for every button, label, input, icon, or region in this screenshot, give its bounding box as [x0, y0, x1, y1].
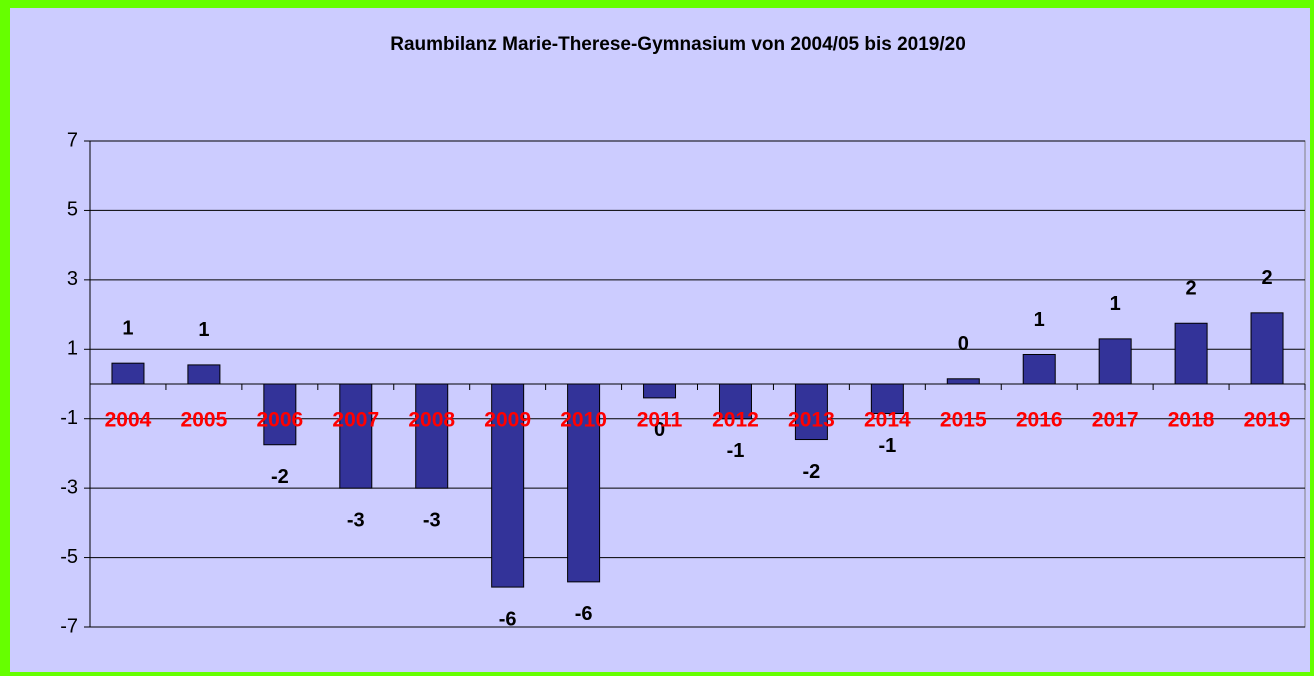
value-label: -6	[575, 603, 593, 625]
x-tick-label: 2018	[1168, 409, 1215, 432]
bar	[794, 383, 828, 441]
bar	[643, 383, 677, 399]
value-label: -2	[271, 466, 289, 488]
y-tick-label: -3	[60, 476, 78, 498]
bar	[946, 378, 980, 385]
bar	[1250, 312, 1284, 385]
value-label: 1	[1110, 293, 1121, 315]
value-label: 2	[1186, 278, 1197, 300]
value-label: -1	[727, 440, 745, 462]
x-tick-label: 2004	[105, 409, 152, 432]
x-tick-label: 2012	[712, 409, 759, 432]
x-tick-label: 2013	[788, 409, 835, 432]
bar	[870, 383, 904, 415]
value-label: 0	[654, 419, 665, 441]
x-tick-label: 2008	[408, 409, 455, 432]
value-label: 1	[198, 319, 209, 341]
x-tick-label: 2019	[1244, 409, 1291, 432]
bar	[415, 383, 449, 489]
y-tick-label: 5	[67, 199, 78, 221]
x-tick-label: 2010	[560, 409, 607, 432]
value-label: 1	[1034, 309, 1045, 331]
value-label: -6	[499, 608, 517, 630]
x-tick-label: 2011	[637, 409, 683, 432]
bar	[491, 383, 525, 588]
y-tick-label: 3	[67, 268, 78, 290]
bar	[567, 383, 601, 583]
x-tick-label: 2014	[864, 409, 911, 432]
bar	[718, 383, 752, 420]
y-tick-label: 1	[67, 338, 78, 360]
bar	[1098, 338, 1132, 385]
x-tick-label: 2016	[1016, 409, 1063, 432]
value-label: -3	[423, 509, 441, 531]
bar	[1174, 322, 1208, 385]
y-tick-label: -7	[60, 615, 78, 637]
y-tick-label: 7	[67, 129, 78, 151]
x-tick-label: 2006	[256, 409, 303, 432]
x-tick-label: 2009	[484, 409, 531, 432]
bar	[263, 383, 297, 446]
value-label: -2	[803, 461, 821, 483]
x-tick-label: 2007	[332, 409, 379, 432]
value-label: 2	[1261, 267, 1272, 289]
value-label: -1	[878, 435, 896, 457]
bar	[111, 362, 145, 385]
x-tick-label: 2005	[181, 409, 228, 432]
x-tick-label: 2015	[940, 409, 987, 432]
value-label: 0	[958, 333, 969, 355]
value-label: -3	[347, 509, 365, 531]
bar	[1022, 353, 1056, 385]
bar	[187, 364, 221, 385]
value-label: 1	[122, 317, 133, 339]
y-tick-label: -5	[60, 546, 78, 568]
x-tick-label: 2017	[1092, 409, 1139, 432]
y-tick-label: -1	[60, 407, 78, 429]
chart-title: Raumbilanz Marie-Therese-Gymnasium von 2…	[390, 34, 966, 55]
chart-background	[10, 8, 1310, 672]
bar	[339, 383, 373, 489]
